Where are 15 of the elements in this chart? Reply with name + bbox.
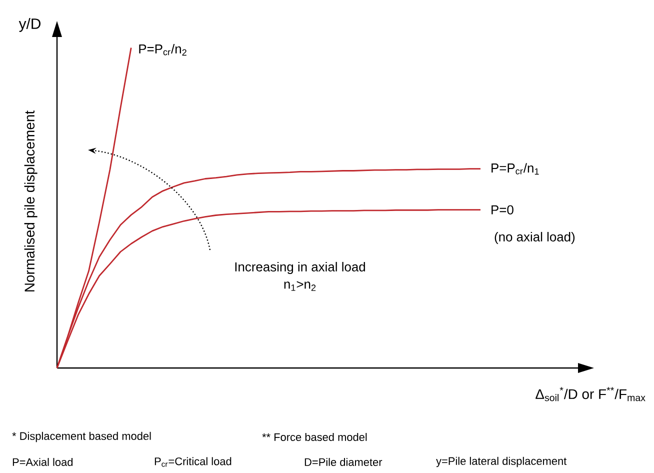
y-axis-title: Normalised pile displacement	[24, 110, 38, 292]
text: (no axial load)	[494, 232, 575, 244]
text: D=Pile diameter	[304, 458, 382, 466]
text: P=Axial load	[12, 458, 73, 466]
text: y=Pile lateral displacement	[436, 456, 567, 468]
text: y/D	[18, 18, 41, 32]
text: * Displacement based model	[12, 432, 151, 442]
annotation: n$_{1}$>n$_{2}$	[284, 281, 316, 291]
x-axis-title: Δ$_{soil}$$^{*}$/D or F$^{**}$/F$_{max}$	[536, 387, 646, 402]
series-label: P=0	[492, 205, 514, 214]
series-label: P=P$_{cr}$/n$_{2}$	[139, 44, 186, 56]
text: P$_{cr}$=Critical load	[154, 457, 232, 467]
text: ** Force based model	[262, 432, 367, 442]
series-label: P=P$_{cr}$/n$_{1}$	[492, 163, 539, 175]
annotation: Increasing in axial load	[235, 262, 366, 274]
